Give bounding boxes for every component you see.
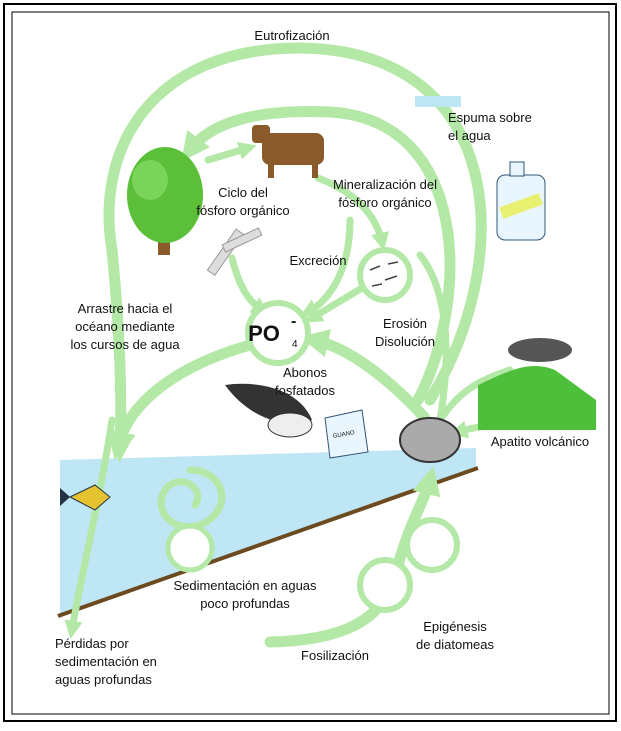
label: Excreción <box>289 253 346 268</box>
label-line: océano mediante <box>75 319 175 334</box>
label-line: Eutrofización <box>254 28 329 43</box>
label-line: Mineralización del <box>333 177 437 192</box>
label-line: Epigénesis <box>423 619 487 634</box>
label-line: de diatomeas <box>416 637 495 652</box>
mineralization-circle <box>360 250 410 300</box>
diatom-circle <box>360 560 410 610</box>
label-line: el agua <box>448 128 491 143</box>
label: Eutrofización <box>254 28 329 43</box>
formula-charge: - <box>291 313 296 330</box>
label: Arrastre hacia el océano mediante los curs… <box>70 301 180 352</box>
label-line: Excreción <box>289 253 346 268</box>
label-line: fosfatados <box>275 383 335 398</box>
label-line: fósforo orgánico <box>338 195 431 210</box>
rock <box>400 418 460 462</box>
fossil-circle <box>407 520 457 570</box>
phosphate-formula: PO <box>248 321 280 346</box>
label-line: Apatito volcánico <box>491 434 589 449</box>
label: Fosilización <box>301 648 369 663</box>
label-line: Disolución <box>375 334 435 349</box>
label-line: Espuma sobre <box>448 110 532 125</box>
label-line: poco profundas <box>200 596 290 611</box>
foam <box>415 96 461 107</box>
label: Apatito volcánico <box>491 434 589 449</box>
label-line: Abonos <box>283 365 328 380</box>
label-line: Arrastre hacia el <box>78 301 173 316</box>
formula-subscript: 4 <box>292 339 298 350</box>
label-line: Fosilización <box>301 648 369 663</box>
page: Eutrofización Espuma sobre el agua Ciclo … <box>0 0 621 726</box>
label-line: los cursos de agua <box>70 337 180 352</box>
sediment-circle <box>168 526 212 570</box>
label-line: Ciclo del <box>218 185 268 200</box>
label-line: aguas profundas <box>55 672 152 687</box>
phosphorus-cycle-diagram: Eutrofización Espuma sobre el agua Ciclo … <box>0 0 621 726</box>
formula-base: PO <box>248 321 280 346</box>
label-line: Pérdidas por <box>55 636 129 651</box>
label-line: fósforo orgánico <box>196 203 289 218</box>
label-line: Erosión <box>383 316 427 331</box>
label-line: sedimentación en <box>55 654 157 669</box>
label-line: Sedimentación en aguas <box>173 578 317 593</box>
